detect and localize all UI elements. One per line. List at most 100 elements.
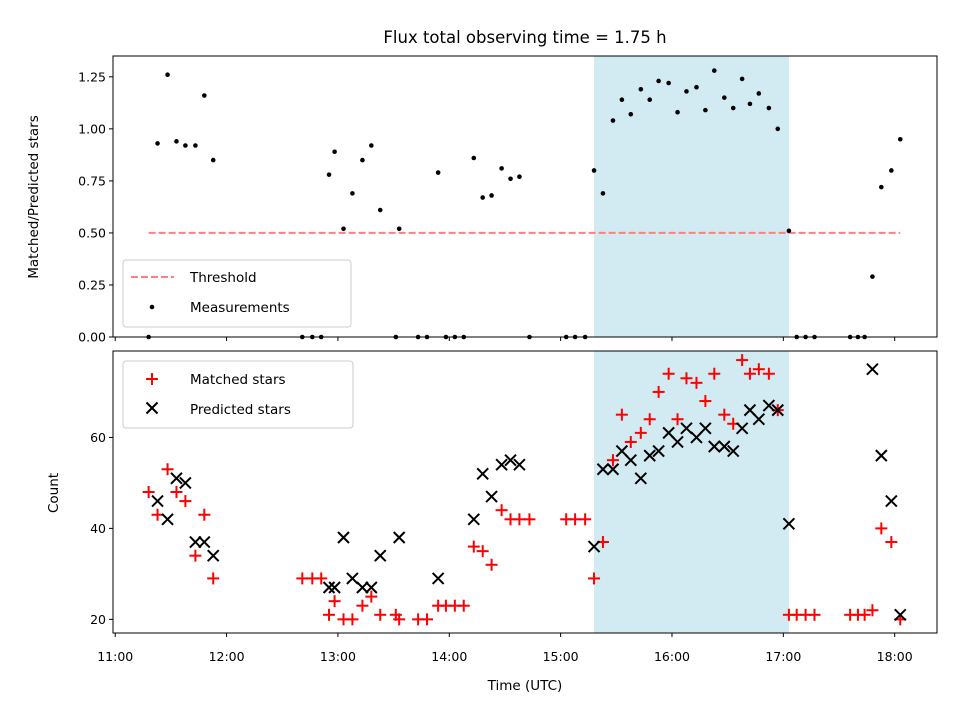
matched-stars-point-21 [421, 613, 434, 626]
chart-title: Flux total observing time = 1.75 h [383, 28, 666, 47]
measurements-point-26 [471, 155, 477, 161]
matched-stars-point-66 [885, 536, 898, 549]
measurements-point-65 [879, 184, 884, 190]
predicted-stars-point-42 [771, 403, 784, 417]
matched-stars-point-47 [690, 376, 703, 389]
measurements-point-43 [656, 78, 661, 84]
matched-stars-point-19 [393, 613, 406, 626]
matched-stars-point-64 [866, 604, 879, 617]
measurements-point-42 [647, 97, 653, 103]
x-tick-label: 12:00 [209, 649, 245, 664]
predicted-stars-point-20 [504, 453, 517, 467]
measurements-point-12 [332, 149, 337, 155]
count-x-ticks: 11:00 12:00 13:00 14:00 15:00 16:00 17:00 18:00 [97, 633, 913, 664]
measurements-point-51 [730, 105, 736, 111]
predicted-stars-point-22 [587, 540, 601, 553]
predicted-stars-point-36 [718, 440, 731, 453]
y-tick-label: 1.25 [78, 69, 106, 84]
matched-stars-point-10 [315, 572, 328, 585]
measurements-point-29 [499, 166, 504, 171]
predicted-stars-point-34 [699, 422, 712, 435]
measurements-point-11 [326, 172, 332, 177]
measurements-point-31 [517, 174, 522, 180]
count-legend-box [122, 360, 354, 429]
matched-stars-point-17 [374, 608, 387, 621]
measurements-point-1 [155, 141, 160, 146]
matched-stars-point-12 [328, 595, 341, 608]
matched-stars-point-52 [736, 354, 749, 367]
measurements-point-17 [377, 207, 383, 213]
predicted-stars-point-37 [727, 444, 740, 458]
matched-stars-point-5 [189, 549, 202, 562]
predicted-stars-point-24 [606, 463, 620, 476]
measurements-point-41 [638, 87, 644, 92]
predicted-stars-point-18 [485, 490, 498, 503]
count-y-axis-label: Count [46, 473, 62, 513]
predicted-stars-point-47 [894, 608, 907, 622]
measurements-point-6 [202, 93, 207, 98]
y-tick-label: 0.25 [78, 277, 106, 292]
predicted-stars-point-26 [624, 453, 637, 467]
matched-stars-point-1 [151, 508, 164, 521]
matched-stars-point-36 [588, 572, 601, 585]
matched-stars-point-2 [161, 463, 174, 476]
y-tick-label: 0.00 [78, 330, 106, 345]
measurements-point-47 [694, 84, 699, 90]
predicted-stars-point-4 [189, 535, 202, 549]
measurements-point-55 [766, 105, 772, 111]
predicted-stars-point-46 [885, 494, 898, 508]
legend-matched-label: Matched stars [190, 372, 286, 388]
predicted-stars-point-40 [752, 413, 766, 426]
y-tick-label: 0.75 [78, 173, 106, 188]
predicted-stars-point-23 [596, 463, 610, 476]
ratio-x-ticks [114, 337, 896, 341]
measurements-point-57 [786, 228, 792, 234]
measurements-point-13 [341, 226, 346, 232]
measurements-point-3 [174, 139, 179, 144]
measurements-point-7 [210, 157, 216, 163]
matched-stars-point-15 [356, 599, 369, 612]
predicted-stars-point-14 [392, 531, 406, 544]
measurements-point-36 [591, 168, 597, 173]
predicted-stars-point-11 [356, 581, 369, 594]
measurements-point-16 [369, 143, 374, 148]
legend-matched-swatch [146, 373, 158, 385]
panel-ratio: 0.00 0.25 0.50 0.75 1.00 1.25 Matched/Predict… [26, 55, 938, 345]
measurements-point-54 [756, 91, 762, 96]
matched-stars-point-32 [523, 513, 536, 526]
matched-stars-point-38 [606, 454, 619, 467]
matched-stars-point-26 [467, 540, 480, 553]
measurements-point-56 [775, 126, 781, 132]
measurements-point-27 [480, 195, 485, 200]
matched-stars-point-0 [142, 486, 155, 498]
predicted-stars-point-2 [170, 472, 183, 485]
matched-stars-point-54 [752, 363, 765, 376]
matched-stars-point-43 [652, 385, 665, 398]
count-y-ticks: 20 40 60 [90, 430, 113, 627]
predicted-stars-point-28 [643, 449, 656, 462]
matched-stars-point-50 [718, 408, 731, 421]
legend-measurements-label: Measurements [190, 300, 290, 316]
measurements-point-66 [889, 168, 894, 173]
matched-stars-point-44 [662, 367, 675, 380]
predicted-stars-point-7 [322, 581, 336, 594]
matched-stars-point-60 [808, 608, 821, 621]
x-tick-label: 15:00 [543, 649, 579, 664]
x-tick-label: 11:00 [97, 649, 133, 664]
measurements-point-22 [435, 170, 441, 175]
matched-stars-point-40 [624, 435, 637, 448]
measurements-point-19 [396, 226, 402, 232]
x-axis-label: Time (UTC) [487, 678, 563, 694]
matched-stars-point-29 [495, 504, 508, 517]
matched-stars-point-8 [296, 572, 309, 585]
matched-stars-point-65 [875, 522, 888, 535]
predicted-stars-point-15 [431, 572, 445, 585]
measurements-point-45 [675, 109, 680, 115]
measurements-point-39 [619, 97, 625, 103]
matched-stars-point-34 [569, 513, 582, 526]
matched-stars-point-42 [643, 413, 656, 426]
ratio-y-ticks: 0.00 0.25 0.50 0.75 1.00 1.25 [78, 69, 113, 345]
matched-stars-point-53 [743, 367, 756, 380]
measurements-point-28 [489, 193, 494, 198]
